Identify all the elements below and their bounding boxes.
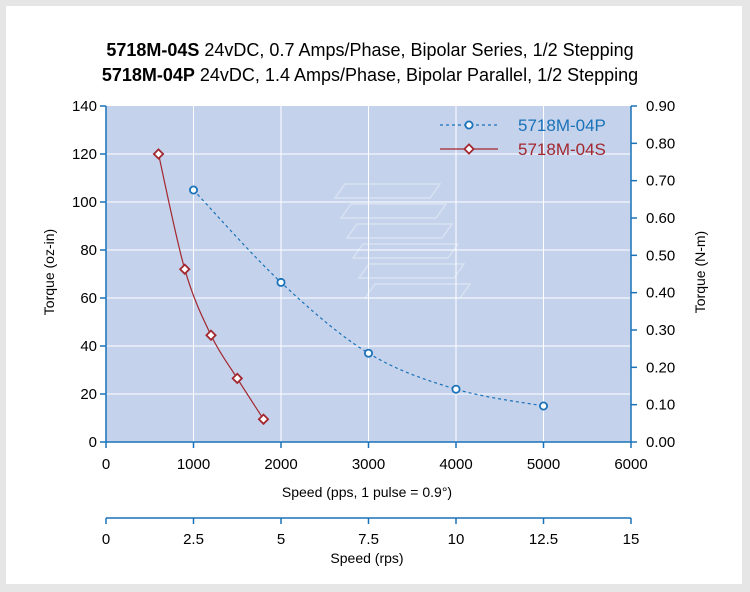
watermark-shape — [333, 183, 442, 199]
y-tick-label: 40 — [80, 338, 97, 355]
y2-tick-label: 0.10 — [646, 397, 675, 414]
data-point — [178, 263, 191, 276]
title-line-1-model: 5718M-04S — [106, 40, 199, 60]
data-point — [451, 384, 461, 394]
title-line-2-spec: 24vDC, 1.4 Amps/Phase, Bipolar Parallel,… — [195, 65, 638, 85]
data-series — [152, 148, 549, 426]
y-tick-label: 140 — [72, 98, 97, 115]
y2-tick-label: 0.00 — [646, 434, 675, 451]
x2-tick-label: 0 — [102, 531, 110, 548]
axes — [100, 105, 637, 524]
x-axis-label: Speed (pps, 1 pulse = 0.9°) — [282, 484, 452, 500]
title-line-1-spec: 24vDC, 0.7 Amps/Phase, Bipolar Series, 1… — [199, 40, 633, 60]
data-point — [257, 413, 270, 426]
watermark-shape — [339, 203, 448, 219]
legend: 5718M-04P 5718M-04S — [440, 116, 606, 159]
y2-axis-label: Torque (N-m) — [692, 231, 708, 313]
legend-label: 5718M-04S — [518, 140, 606, 159]
series-line — [193, 189, 544, 407]
y2-tick-label: 0.30 — [646, 322, 675, 339]
y2-tick-label: 0.60 — [646, 210, 675, 227]
y2-tick-label: 0.70 — [646, 173, 675, 190]
x2-tick-label: 12.5 — [529, 531, 558, 548]
y2-tick-label: 0.20 — [646, 359, 675, 376]
y2-tick-label: 0.80 — [646, 135, 675, 152]
legend-marker — [464, 120, 474, 130]
x2-tick-label: 5 — [277, 531, 285, 548]
x2-axis-label: Speed (rps) — [330, 550, 403, 566]
y2-tick-label: 0.40 — [646, 285, 675, 302]
series-5718M-04S — [152, 148, 270, 426]
data-point — [363, 348, 373, 358]
chart-title-line-2: 5718M-04P 24vDC, 1.4 Amps/Phase, Bipolar… — [102, 65, 638, 85]
watermark-shape — [357, 263, 466, 279]
legend-marker — [463, 143, 475, 155]
y-axis-label: Torque (oz-in) — [41, 229, 57, 315]
y2-tick-label: 0.90 — [646, 98, 675, 115]
x-tick-label: 1000 — [177, 456, 210, 473]
grid-lines — [106, 106, 631, 442]
legend-label: 5718M-04P — [518, 116, 606, 135]
x-tick-label: 6000 — [614, 456, 647, 473]
y-tick-label: 0 — [89, 434, 97, 451]
data-point — [152, 148, 165, 160]
x-tick-label: 4000 — [439, 456, 472, 473]
title-line-2-model: 5718M-04P — [102, 65, 195, 85]
data-point — [205, 329, 217, 342]
data-point — [276, 277, 286, 287]
data-point — [188, 185, 198, 195]
watermark-shape — [345, 223, 454, 239]
data-point — [539, 401, 549, 411]
series-5718M-04P — [188, 185, 549, 411]
y-tick-label: 20 — [80, 386, 97, 403]
y-tick-label: 60 — [80, 290, 97, 307]
y-tick-label: 120 — [72, 146, 97, 163]
y-tick-label: 100 — [72, 194, 97, 211]
x2-tick-label: 10 — [448, 531, 465, 548]
x2-tick-label: 7.5 — [358, 531, 379, 548]
series-line — [157, 153, 265, 420]
x2-tick-label: 15 — [623, 531, 640, 548]
y-tick-label: 80 — [80, 242, 97, 259]
x-tick-label: 5000 — [527, 456, 560, 473]
x-tick-label: 3000 — [352, 456, 385, 473]
y2-tick-label: 0.50 — [646, 247, 675, 264]
x-tick-label: 0 — [102, 456, 110, 473]
chart-title-line-1: 5718M-04S 24vDC, 0.7 Amps/Phase, Bipolar… — [106, 40, 633, 60]
data-point — [231, 372, 244, 385]
tick-labels: 0 1000 2000 3000 4000 5000 6000020406080100120… — [72, 98, 675, 548]
watermark-shape — [351, 243, 460, 259]
x2-tick-label: 2.5 — [183, 531, 204, 548]
x-tick-label: 2000 — [264, 456, 297, 473]
